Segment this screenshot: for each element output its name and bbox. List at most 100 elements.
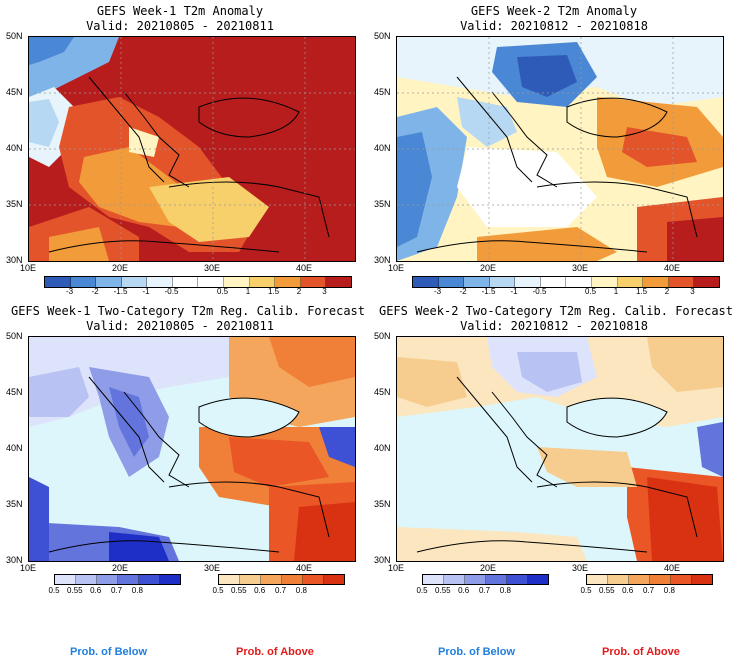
colorbar-tick-label: 1 (613, 287, 619, 296)
lat-label: 35N (6, 499, 23, 509)
lon-label: 20E (480, 563, 497, 573)
lon-label: 10E (20, 563, 37, 573)
colorbar-swatch (617, 277, 644, 287)
colorbar-swatch (76, 575, 97, 584)
colorbar-swatch (139, 575, 160, 584)
anomaly-field-week2 (397, 37, 723, 261)
colorbar-tick-label: -2 (459, 287, 467, 296)
anomaly-colorbar-ticks: -3 -2 -1.5 -1 -0.5 0.5 1 1.5 2 3 (44, 287, 350, 297)
colorbar-swatch (587, 575, 608, 584)
colorbar-tick-label: 0.7 (110, 586, 123, 595)
lat-label: 30N (374, 255, 391, 265)
colorbar-tick-label: 1 (245, 287, 251, 296)
colorbar-tick-label: 1.5 (267, 287, 280, 296)
colorbar-swatch (438, 277, 465, 287)
colorbar-swatch (172, 277, 199, 287)
colorbar-swatch (121, 277, 148, 287)
colorbar-tick-label: 0.8 (499, 586, 511, 595)
lon-label: 20E (480, 263, 497, 273)
colorbar-tick-label: 0.5 (584, 287, 597, 296)
lon-label: 20E (112, 263, 129, 273)
colorbar-swatch (464, 277, 490, 287)
colorbar-swatch (423, 575, 444, 584)
panel-valid-dates: Valid: 20210812 - 20210818 (460, 319, 648, 333)
colorbar-swatch (650, 575, 671, 584)
colorbar-swatch (528, 575, 548, 584)
lon-label: 30E (572, 563, 589, 573)
lat-label: 50N (6, 31, 23, 41)
above-colorbar-ticks: 0.5 0.55 0.6 0.7 0.8 (212, 586, 343, 596)
colorbar-tick-label: 0.55 (599, 586, 615, 595)
lat-label: 30N (374, 555, 391, 565)
lat-label: 35N (374, 199, 391, 209)
probability-field-week2 (397, 337, 723, 561)
colorbar-tick-label: -1 (510, 287, 518, 296)
colorbar-tick-label: 0.6 (254, 586, 266, 595)
lon-label: 10E (388, 563, 405, 573)
prob-below-label: Prob. of Below (70, 646, 147, 658)
colorbar-tick-label: -1 (142, 287, 150, 296)
panel-title: GEFS Week-1 T2m Anomaly (96, 4, 264, 18)
lon-label: 20E (112, 563, 129, 573)
below-colorbar-ticks: 0.5 0.55 0.6 0.7 0.8 (416, 586, 547, 596)
colorbar-tick-label: 0.55 (67, 586, 83, 595)
colorbar-tick-label: -1.5 (113, 287, 128, 296)
lat-label: 45N (374, 387, 391, 397)
above-colorbar-ticks: 0.5 0.55 0.6 0.7 0.8 (580, 586, 711, 596)
colorbar-tick-label: 3 (322, 287, 327, 296)
colorbar-tick-label: 0.7 (642, 586, 655, 595)
panel-valid-dates: Valid: 20210812 - 20210818 (460, 19, 648, 33)
colorbar-swatch (465, 575, 486, 584)
colorbar-swatch (540, 277, 567, 287)
colorbar-tick-label: 0.55 (231, 586, 247, 595)
colorbar-swatch (303, 575, 324, 584)
below-colorbar-ticks: 0.5 0.55 0.6 0.7 0.8 (48, 586, 179, 596)
prob-below-label: Prob. of Below (438, 646, 515, 658)
above-colorbar (586, 574, 713, 585)
lon-label: 40E (296, 563, 313, 573)
lat-label: 45N (374, 87, 391, 97)
anomaly-colorbar-ticks: -3 -2 -1.5 -1 -0.5 0.5 1 1.5 2 3 (412, 287, 718, 297)
colorbar-tick-label: 0.8 (295, 586, 307, 595)
prob-above-label: Prob. of Above (236, 646, 314, 658)
colorbar-tick-label: 0.5 (212, 586, 224, 595)
lat-label: 45N (6, 387, 23, 397)
panel-valid-dates: Valid: 20210805 - 20210811 (86, 19, 274, 33)
lat-label: 40N (374, 443, 391, 453)
colorbar-tick-label: 0.5 (216, 287, 229, 296)
lon-label: 10E (20, 263, 37, 273)
colorbar-swatch (515, 277, 541, 287)
colorbar-swatch (694, 277, 719, 287)
colorbar-swatch (275, 277, 301, 287)
anomaly-colorbar (412, 276, 720, 288)
colorbar-swatch (55, 575, 76, 584)
colorbar-tick-label: 0.6 (622, 586, 634, 595)
lat-label: 30N (6, 555, 23, 565)
lon-label: 30E (204, 263, 221, 273)
colorbar-swatch (118, 575, 139, 584)
colorbar-tick-label: 0.6 (458, 586, 470, 595)
colorbar-swatch (566, 277, 593, 287)
colorbar-swatch (643, 277, 669, 287)
colorbar-tick-label: -1.5 (481, 287, 496, 296)
lat-label: 40N (6, 443, 23, 453)
below-colorbar (422, 574, 549, 585)
colorbar-swatch (324, 575, 344, 584)
colorbar-swatch (147, 277, 173, 287)
lat-label: 50N (6, 331, 23, 341)
lon-label: 40E (664, 563, 681, 573)
colorbar-swatch (592, 277, 618, 287)
probability-map-week2 (396, 336, 724, 562)
lon-label: 30E (204, 563, 221, 573)
panel-title: GEFS Week-2 Two-Category T2m Reg. Calib.… (378, 304, 733, 318)
lat-label: 35N (6, 199, 23, 209)
anomaly-map-week1 (28, 36, 356, 262)
colorbar-swatch (45, 277, 71, 287)
colorbar-tick-label: 2 (296, 287, 302, 296)
colorbar-tick-label: 0.7 (274, 586, 287, 595)
colorbar-swatch (198, 277, 225, 287)
colorbar-tick-label: -0.5 (532, 287, 547, 296)
colorbar-swatch (486, 575, 507, 584)
colorbar-tick-label: 0.7 (478, 586, 491, 595)
lat-label: 40N (6, 143, 23, 153)
